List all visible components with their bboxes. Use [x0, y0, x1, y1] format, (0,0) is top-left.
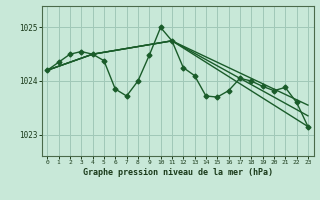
X-axis label: Graphe pression niveau de la mer (hPa): Graphe pression niveau de la mer (hPa): [83, 168, 273, 177]
